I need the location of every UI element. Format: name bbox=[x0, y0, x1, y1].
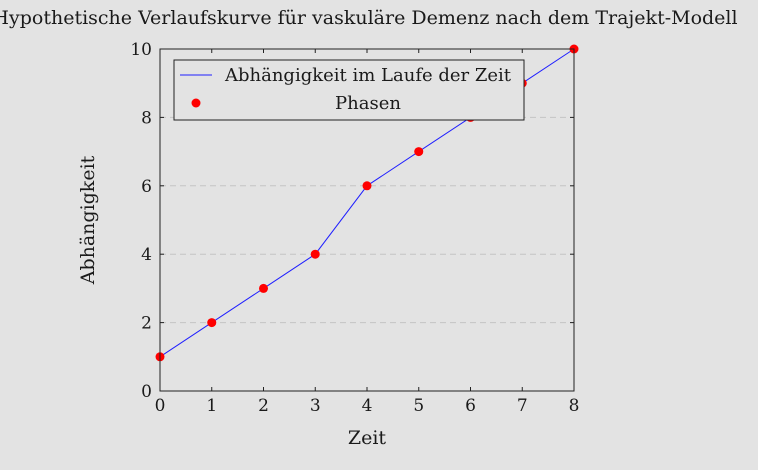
x-tick-label: 7 bbox=[517, 396, 528, 416]
data-point bbox=[207, 318, 217, 328]
legend-box bbox=[173, 59, 525, 121]
data-point bbox=[414, 147, 424, 157]
y-tick-label: 10 bbox=[130, 40, 152, 60]
x-tick-label: 0 bbox=[155, 396, 166, 416]
x-tick-label: 6 bbox=[465, 396, 476, 416]
x-tick-label: 8 bbox=[569, 396, 580, 416]
ticks: 0 1 2 3 4 5 6 7 8 0 2 4 6 8 10 bbox=[130, 40, 579, 416]
legend: Abhängigkeit im Laufe der Zeit Phasen bbox=[173, 59, 525, 121]
legend-label: Abhängigkeit im Laufe der Zeit bbox=[224, 65, 512, 86]
data-point bbox=[362, 181, 372, 191]
y-tick-label: 6 bbox=[141, 177, 152, 197]
y-tick-label: 0 bbox=[141, 382, 152, 402]
y-axis-label: Abhängigkeit bbox=[77, 155, 99, 285]
x-tick-label: 5 bbox=[413, 396, 424, 416]
x-tick-label: 1 bbox=[206, 396, 217, 416]
data-point bbox=[310, 249, 320, 259]
y-tick-label: 2 bbox=[141, 314, 152, 334]
x-axis-label: Zeit bbox=[348, 427, 387, 449]
x-tick-label: 3 bbox=[310, 396, 321, 416]
legend-marker-swatch bbox=[191, 98, 201, 108]
data-point bbox=[259, 283, 268, 293]
legend-label: Phasen bbox=[335, 93, 401, 114]
grid bbox=[160, 116, 574, 324]
y-tick-label: 8 bbox=[141, 108, 152, 128]
chart-title: Hypothetische Verlaufskurve für vaskulär… bbox=[0, 7, 738, 29]
y-tick-label: 4 bbox=[141, 245, 152, 265]
x-tick-label: 2 bbox=[258, 396, 269, 416]
x-tick-label: 4 bbox=[362, 396, 373, 416]
